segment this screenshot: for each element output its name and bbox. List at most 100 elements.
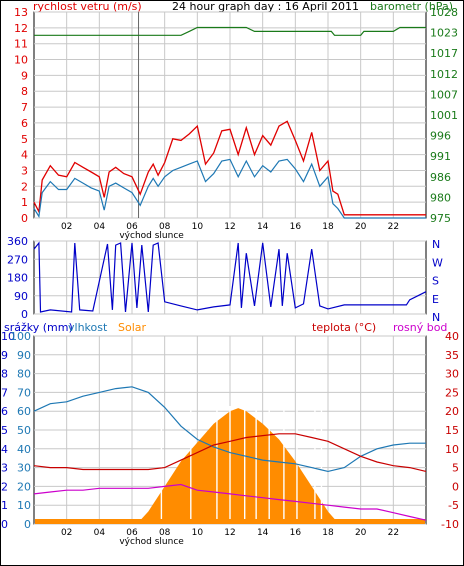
compass-label: N [432,311,440,324]
humidity-ytick-label: 70 [17,386,31,399]
pressure-ytick-label: 1001 [430,109,458,122]
climate-xtick-label: 06 [126,528,138,538]
temperature-ytick-label: 5 [452,462,459,475]
humidity-ytick-label: 50 [17,424,31,437]
barometer-label: barometr (hPa) [370,0,453,13]
wind-speed-label: rychlost vetru (m/s) [33,0,142,13]
climate-xtick-label: 04 [94,528,106,538]
temperature-line [33,433,427,472]
direction-ytick-label: 180 [7,272,28,285]
climate-xtick-label: 20 [355,528,367,538]
rain-label: srážky (mm) [4,321,73,334]
temperature-ytick-label: 15 [445,424,459,437]
temperature-ytick-label: -10 [441,518,459,531]
temperature-ytick-label: -5 [448,499,459,512]
sunrise-label: východ slunce [119,537,184,547]
wind-xtick-label: 02 [61,222,72,232]
temperature-ytick-label: 25 [445,386,459,399]
direction-ytick-label: 90 [14,290,28,303]
dewpoint-line [33,483,427,521]
humidity-ytick-label: 60 [17,405,31,418]
compass-label: S [432,275,439,288]
temperature-ytick-label: 30 [445,368,459,381]
climate-xtick-label: 12 [224,528,235,538]
humidity-ytick-label: 20 [17,480,31,493]
wind-xtick-label: 22 [388,222,399,232]
wind-ytick-label: 13 [14,6,28,19]
pressure-ytick-label: 1028 [430,6,458,19]
pressure-ytick-label: 986 [430,171,451,184]
humidity-line [33,386,426,473]
wind-ytick-label: 4 [21,149,28,162]
temperature-ytick-label: 20 [445,405,459,418]
pressure-ytick-label: 1017 [430,47,458,60]
pressure-ytick-label: 991 [430,150,451,163]
sunrise-label: východ slunce [119,231,184,241]
humidity-ytick-label: 90 [17,349,31,362]
wind-xtick-label: 04 [94,222,106,232]
wind-gust-line [33,120,426,216]
wind-ytick-label: 11 [14,38,28,51]
wind-ytick-label: 6 [21,117,28,130]
climate-xtick-label: 10 [192,528,204,538]
rain-ytick-label: 2 [1,480,8,493]
rain-ytick-label: 10 [1,330,15,343]
humidity-ytick-label: 30 [17,462,31,475]
rain-ytick-label: 0 [1,518,8,531]
pressure-ytick-label: 1012 [430,68,458,81]
climate-xtick-label: 18 [322,528,334,538]
wind-xtick-label: 06 [126,222,138,232]
wind-xtick-label: 16 [290,222,302,232]
wind-xtick-label: 20 [355,222,367,232]
wind-ytick-label: 2 [21,180,28,193]
rain-ytick-label: 9 [1,349,8,362]
pressure-ytick-label: 1023 [430,27,458,40]
wind-xtick-label: 14 [257,222,269,232]
wind-ytick-label: 12 [14,22,28,35]
wind-xtick-label: 12 [224,222,235,232]
temperature-humidity-panel: 0011022033044055066077088099010100036912… [1,330,459,547]
wind-direction-line [33,241,427,313]
humidity-ytick-label: 100 [10,330,31,343]
chart-title: 24 hour graph day : 16 April 2011 [172,0,359,13]
pressure-line [34,26,426,36]
wind-xtick-label: 18 [322,222,334,232]
temperature-ytick-label: 40 [445,330,459,343]
wind-pressure-panel: 0123456789101112139759809869919961001100… [14,6,458,241]
temperature-ytick-label: 0 [452,480,459,493]
rain-ytick-label: 5 [1,424,8,437]
rain-ytick-label: 3 [1,462,8,475]
pressure-ytick-label: 1007 [430,88,458,101]
temperature-ytick-label: 35 [445,349,459,362]
humidity-ytick-label: 10 [17,499,31,512]
compass-label: W [432,256,443,269]
temperature-ytick-label: 10 [445,443,459,456]
rain-ytick-label: 6 [1,405,8,418]
wind-average-line [33,158,426,219]
climate-xtick-label: 08 [159,528,171,538]
humidity-ytick-label: 80 [17,368,31,381]
humidity-ytick-label: 0 [24,518,31,531]
solar-area [136,408,340,524]
climate-xtick-label: 14 [257,528,269,538]
compass-label: E [432,293,439,306]
dewpoint-label: rosný bod [393,321,447,334]
pressure-ytick-label: 975 [430,212,451,225]
wind-ytick-label: 10 [14,54,28,67]
wind-ytick-label: 1 [21,196,28,209]
pressure-ytick-label: 980 [430,191,451,204]
wind-ytick-label: 3 [21,164,28,177]
wind-ytick-label: 7 [21,101,28,114]
wind-ytick-label: 9 [21,69,28,82]
climate-xtick-label: 02 [61,528,72,538]
wind-xtick-label: 08 [159,222,171,232]
solar-label: Solar [118,321,147,334]
humidity-ytick-label: 40 [17,443,31,456]
humidity-label: vlhkost [68,321,108,334]
direction-ytick-label: 270 [7,253,28,266]
direction-ytick-label: 0 [21,308,28,321]
wind-ytick-label: 8 [21,85,28,98]
climate-xtick-label: 16 [290,528,302,538]
rain-ytick-label: 8 [1,368,8,381]
